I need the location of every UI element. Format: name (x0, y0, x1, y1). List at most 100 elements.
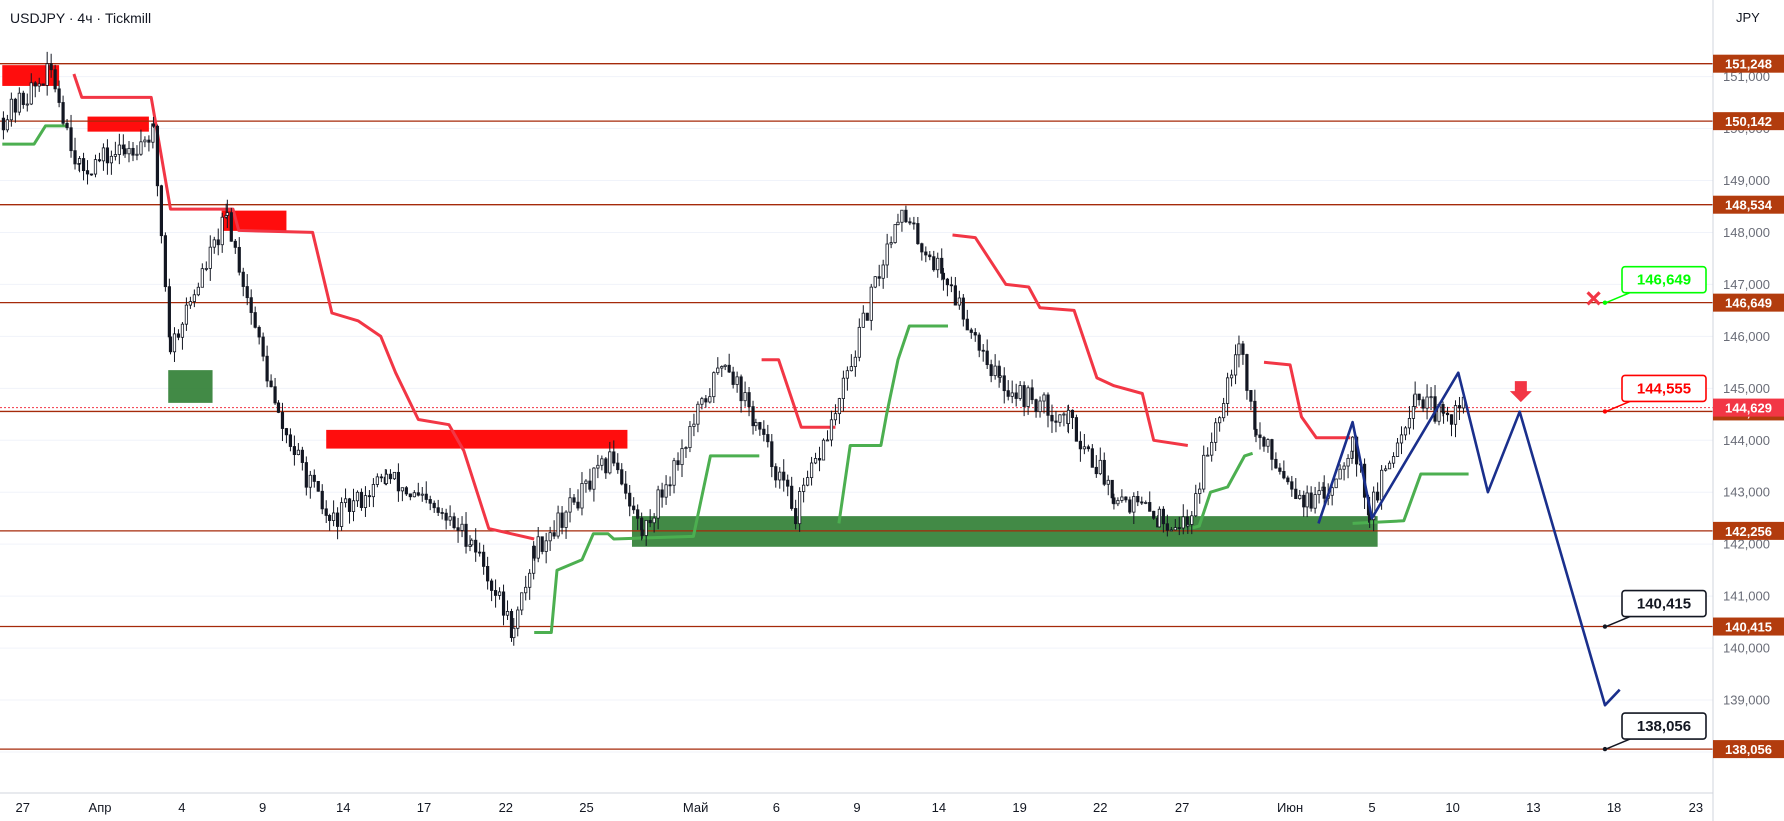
candle-body (1038, 400, 1042, 412)
green-supertrend-line (2, 124, 69, 146)
x-tick-label: 5 (1368, 800, 1375, 815)
candle-body (135, 153, 139, 156)
candle-body (1086, 446, 1090, 450)
candle-body (408, 493, 412, 498)
candle-body (552, 532, 556, 537)
callout-box (1621, 589, 1707, 618)
candle-body (1, 117, 6, 131)
candle-body (1010, 392, 1014, 397)
candle-body (33, 82, 37, 87)
candle-body (253, 312, 257, 328)
x-tick-label: 14 (336, 800, 350, 815)
candle-body (440, 512, 444, 514)
candle-body (486, 566, 490, 582)
candle-body (600, 458, 604, 466)
candle-body (180, 323, 185, 338)
candle-body (121, 144, 125, 150)
candle-body (147, 139, 151, 143)
y-tick-label: 147,000 (1723, 277, 1770, 292)
candle-body (29, 82, 33, 105)
candle-body (497, 591, 502, 596)
level-tag: 148,534 (1725, 198, 1773, 213)
candle-body (196, 286, 200, 296)
candle-body (474, 539, 478, 553)
callout-anchor-dot (1602, 746, 1608, 752)
candle-body (861, 312, 865, 328)
candle-body (81, 158, 86, 172)
candle-body (456, 527, 460, 531)
candle-body (512, 627, 516, 639)
candle-body (172, 333, 177, 353)
candle-body (292, 446, 296, 456)
currency-label: JPY (1736, 10, 1760, 25)
candle-body (961, 297, 965, 320)
candle-body (300, 449, 304, 463)
candle-body (1372, 491, 1376, 520)
candle-body (1042, 394, 1046, 402)
candle-body (452, 516, 456, 529)
candle-body (648, 520, 652, 524)
horizontal-levels (0, 63, 1713, 750)
candle-body (388, 473, 393, 480)
candle-body (5, 119, 9, 131)
candle-body (233, 240, 237, 248)
candle-body (616, 462, 620, 471)
candle-body (1214, 422, 1218, 443)
candle-body (584, 480, 588, 484)
y-tick-label: 142,000 (1723, 537, 1770, 552)
candle-body (881, 264, 885, 279)
candle-body (1152, 510, 1156, 519)
x-tick-label: Май (683, 800, 708, 815)
candle-body (1112, 497, 1116, 505)
candle-body (1110, 479, 1114, 499)
y-tick-label: 139,000 (1723, 693, 1770, 708)
candle-body (790, 485, 794, 509)
candle-body (1140, 501, 1144, 504)
candle-body (200, 268, 204, 288)
candle-body (1322, 486, 1326, 499)
candle-body (396, 471, 400, 492)
candle-body (805, 477, 810, 486)
candle-body (727, 364, 731, 373)
candle-body (782, 471, 786, 481)
candle-body (1346, 457, 1350, 467)
candle-body (93, 159, 98, 175)
candle-body (384, 473, 389, 485)
candle-body (416, 492, 420, 496)
candle-body (900, 209, 904, 223)
callout-label: 144,555 (1637, 380, 1691, 397)
candle-body (544, 540, 548, 552)
time-axis[interactable]: 27 Апр 4 9 14 17 22 25 Май 6 9 14 19 22 27 Июн 5 10 13 18 23 (0, 792, 1713, 815)
callout-box (1621, 374, 1707, 403)
candle-body (632, 505, 636, 511)
level-tag: 150,142 (1725, 114, 1772, 129)
candle-body (540, 536, 544, 552)
candle-body (969, 329, 973, 333)
price-axis[interactable]: JPY 151,000150,000149,000148,000147,0001… (1712, 0, 1784, 821)
candle-body (17, 92, 21, 113)
callout-box (1621, 712, 1707, 740)
x-tick-label: 4 (178, 800, 185, 815)
candle-body (509, 611, 514, 639)
candle-body (269, 380, 273, 388)
candle-body (424, 493, 428, 500)
supertrend-indicator (2, 73, 1469, 634)
candle-body (949, 284, 953, 287)
candle-body (932, 256, 936, 271)
y-tick-label: 151,000 (1723, 69, 1770, 84)
chart-title: USDJPY · 4ч · Tickmill (10, 10, 152, 26)
current-price-tag-bg (1713, 398, 1784, 417)
red-supertrend-line (761, 358, 836, 429)
candle-body (184, 304, 189, 325)
y-tick-label: 140,000 (1723, 641, 1770, 656)
candle-body (143, 139, 147, 143)
candle-body (41, 83, 45, 86)
current-price-tag: 144,629 (1725, 401, 1772, 416)
candle-body (308, 474, 312, 488)
candle-body (1391, 456, 1396, 464)
candle-body (716, 367, 720, 374)
candle-body (25, 103, 29, 106)
candle-body (1074, 417, 1079, 442)
candle-body (1206, 454, 1210, 457)
